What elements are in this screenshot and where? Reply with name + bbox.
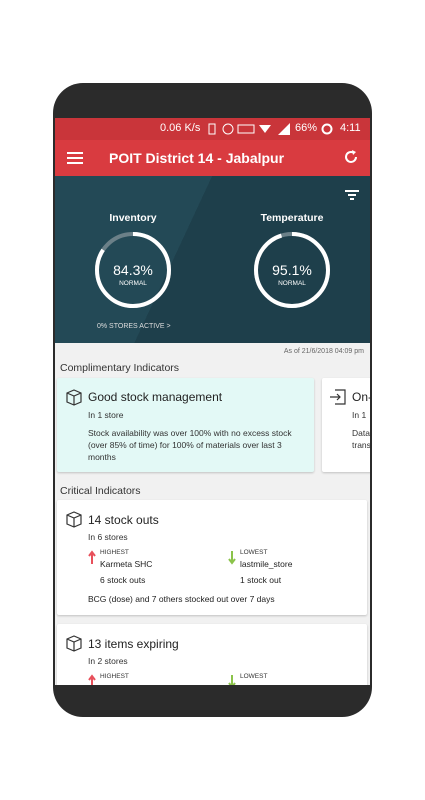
screen: 0.06 K/s 66% 4:11 POIT District 14 - Jab… [55, 118, 370, 685]
card-title: On- [352, 390, 370, 404]
card-stores: In 2 stores [88, 656, 128, 666]
lte-icon [237, 124, 255, 134]
highest-name: Karmeta SHC [100, 559, 153, 569]
indicator-card[interactable]: On- In 1 Data trans [322, 378, 370, 472]
battery: 66% [295, 122, 318, 134]
box-outline [66, 511, 82, 528]
lowest-arrow [228, 551, 236, 565]
indicator-card[interactable]: 14 stock outs In 6 stores HIGHEST Karmeta S… [57, 500, 367, 615]
highest-name: Jabalpur DVS [100, 683, 152, 685]
highest-arrow [88, 550, 96, 564]
card-stores: In 6 stores [88, 532, 128, 542]
alarm-icon [222, 123, 234, 135]
gauge-label: Inventory [109, 212, 157, 224]
status-bar: 0.06 K/s 66% 4:11 [55, 118, 370, 140]
clock: 4:11 [340, 122, 361, 134]
arrow [88, 674, 96, 685]
section-heading: Critical Indicators [60, 485, 141, 497]
card-title: 13 items expiring [88, 637, 179, 651]
highest-label: HIGHEST [100, 549, 129, 556]
gauge-value: 84.3% [113, 262, 153, 278]
card-description: Data trans [352, 428, 370, 450]
card-title: Good stock management [88, 390, 223, 404]
app-bar: POIT District 14 - Jabalpur [55, 140, 370, 176]
arrow [88, 550, 96, 564]
lowest-value: 1 stock out [240, 575, 282, 585]
box-icon [66, 511, 82, 528]
filter-button[interactable] [345, 189, 359, 201]
arrow [228, 551, 236, 565]
gauge-arc [254, 232, 330, 308]
lowest-arrow [228, 675, 236, 685]
lowest-label: LOWEST [240, 673, 268, 680]
arrow [228, 675, 236, 685]
gauge-status: NORMAL [119, 280, 147, 287]
gauge [254, 232, 330, 308]
lowest-name: JALHIND DVS [240, 683, 295, 685]
highest-value: 6 stock outs [100, 575, 146, 585]
gauge-value: 95.1% [272, 262, 312, 278]
lowest-label: LOWEST [240, 549, 268, 556]
as-of: As of 21/6/2018 04:09 pm [283, 348, 364, 355]
app-title: POIT District 14 - Jabalpur [109, 150, 285, 166]
card-stores: In 1 store [88, 410, 124, 420]
login-icon [330, 389, 346, 405]
wifi-icon [259, 125, 271, 133]
battery-icon [321, 123, 333, 135]
signal-icon [278, 123, 290, 135]
menu-button[interactable] [67, 151, 83, 165]
gauge-arc [95, 232, 171, 308]
section-heading: Complimentary Indicators [60, 362, 180, 374]
gauge-status: NORMAL [278, 280, 306, 287]
card-description: Stock availability was over 100% with no… [88, 428, 292, 462]
gauge-label: Temperature [260, 212, 324, 224]
highest-arrow [88, 674, 96, 685]
box-icon [66, 635, 82, 652]
indicator-card[interactable]: 13 items expiring In 2 stores HIGHEST Jabal… [57, 624, 367, 685]
vibrate-icon [208, 123, 216, 135]
status-icons [208, 123, 271, 135]
indicator-card[interactable]: Good stock management In 1 store Stock a… [57, 378, 314, 472]
stores-active-link[interactable]: 0% STORES ACTIVE > [97, 323, 171, 330]
lowest-name: lastmile_store [240, 559, 293, 569]
card-title: 14 stock outs [88, 513, 159, 527]
card-note: BCG (dose) and 7 others stocked out over… [88, 594, 275, 604]
refresh-button[interactable] [343, 149, 359, 165]
gauge [95, 232, 171, 308]
box-icon [66, 389, 82, 406]
highest-label: HIGHEST [100, 673, 129, 680]
box-outline [66, 635, 82, 652]
card-stores: In 1 [352, 410, 367, 420]
summary-panel: 0% STORES ACTIVE > Inventory 84.3% NORMAL T… [55, 176, 370, 343]
net-speed: 0.06 K/s [160, 122, 201, 134]
